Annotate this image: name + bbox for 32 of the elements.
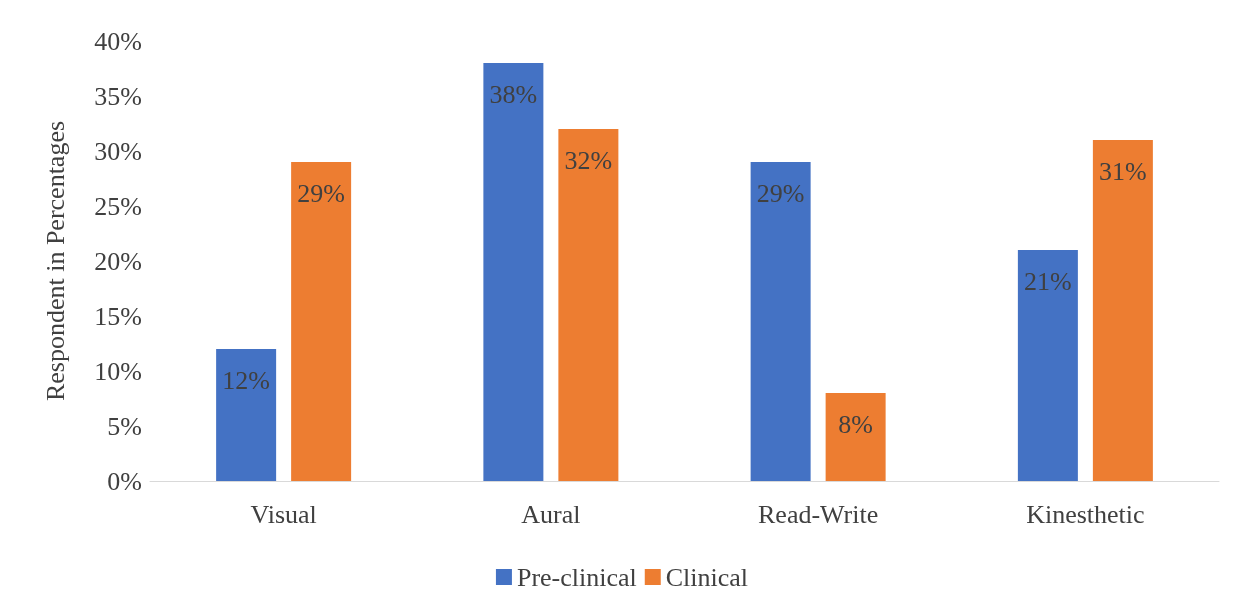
text: 12%: [222, 365, 270, 395]
bar: [216, 349, 277, 481]
x-tick-label: Visual: [250, 499, 317, 529]
y-tick-label: 10%: [94, 356, 142, 386]
bar: [483, 63, 544, 481]
x-tick-label: Kinesthetic: [1026, 499, 1145, 529]
text: 21%: [1024, 266, 1072, 296]
bar: [558, 129, 619, 481]
text: 31%: [1099, 156, 1147, 186]
bar: [750, 162, 811, 481]
legend-label: Pre-clinical: [516, 562, 637, 592]
y-axis-title: Respondent in Percentages: [40, 120, 70, 402]
legend-label: Clinical: [665, 562, 749, 592]
y-tick-label: 5%: [107, 411, 142, 441]
x-tick-label: Read-Write: [758, 499, 879, 529]
y-tick-label: 40%: [94, 26, 142, 56]
text: 8%: [838, 409, 873, 439]
text: 29%: [756, 178, 805, 208]
text: 32%: [564, 145, 613, 175]
y-tick-label: 25%: [94, 191, 142, 221]
text: 38%: [489, 79, 538, 109]
bar: [291, 162, 352, 481]
bar: [825, 393, 886, 481]
y-tick-label: 35%: [94, 81, 142, 111]
x-tick-label: Aural: [521, 499, 581, 529]
bar: [1092, 140, 1153, 481]
y-tick-label: 30%: [94, 136, 142, 166]
text: 29%: [297, 178, 345, 208]
y-tick-label: 20%: [94, 246, 142, 276]
y-tick-label: 15%: [94, 301, 142, 331]
bar: [1017, 250, 1078, 481]
y-tick-label: 0%: [107, 466, 142, 496]
